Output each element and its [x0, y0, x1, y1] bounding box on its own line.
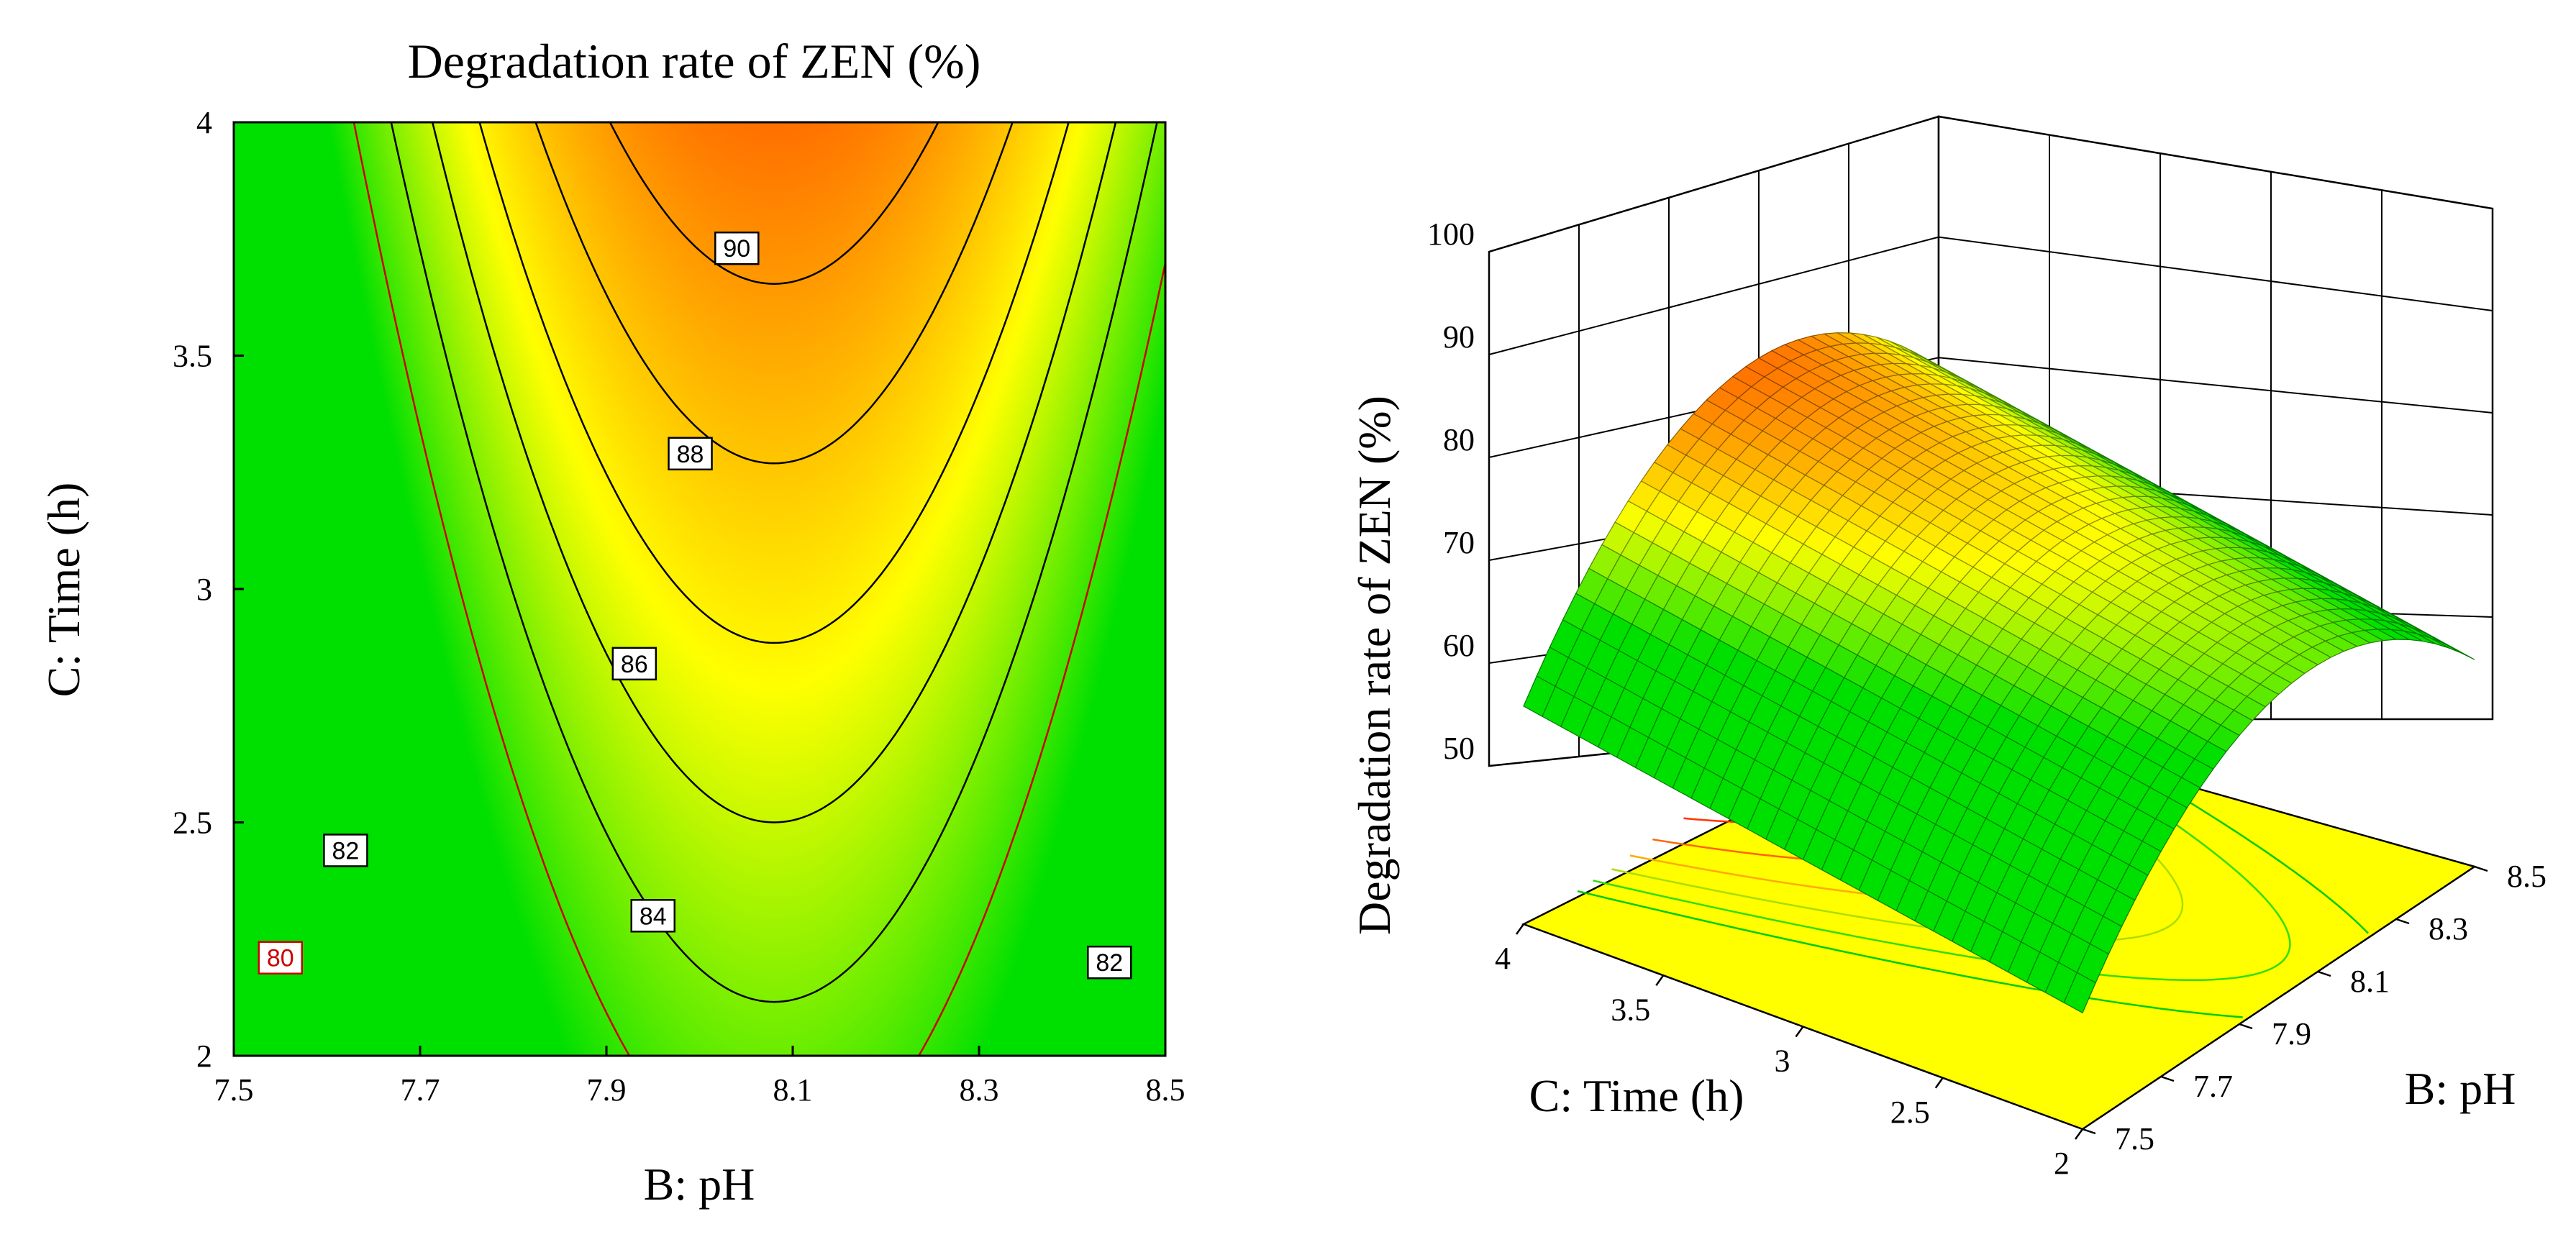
surface-ph-tick-label: 7.5 [2115, 1121, 2154, 1156]
contour-y-axis: 2 2.5 3 3.5 4 [173, 105, 244, 1074]
contour-line-88 [534, 122, 1014, 465]
surface-time-tick-label: 3 [1775, 1044, 1790, 1079]
contour-y-tick-label: 3.5 [173, 339, 212, 374]
contour-x-tick-label: 8.3 [960, 1072, 999, 1108]
svg-text:84: 84 [640, 903, 667, 930]
contour-heatmap [234, 122, 1165, 1056]
contour-label-82: 82 [323, 834, 368, 867]
contour-labels: 90 88 86 84 82 82 80 [258, 231, 1132, 980]
svg-text:90: 90 [723, 235, 750, 263]
surface-ph-tick-label: 8.1 [2350, 964, 2390, 999]
right-wall-gridline [1938, 236, 2493, 311]
surface-z-tick-label: 100 [1427, 216, 1475, 252]
surface-ph-axis: 7.5 7.7 7.9 8.1 8.3 8.5 [2082, 859, 2547, 1156]
surface-time-tick [1515, 923, 1525, 935]
surface-z-axis: 50 60 70 80 90 100 [1427, 216, 1475, 766]
contour-line-84 [431, 122, 1117, 823]
contour-y-axis-label: C: Time (h) [38, 483, 89, 698]
contour-label-86: 86 [611, 647, 657, 681]
surface-time-tick-label: 4 [1495, 941, 1511, 976]
surface-ph-tick [2160, 1075, 2175, 1082]
surface-time-tick [1795, 1026, 1804, 1038]
left-wall-gridline [1488, 236, 1939, 355]
contour-line-90 [609, 122, 939, 285]
surface-z-tick-label: 70 [1443, 525, 1475, 560]
contour-y-tick-label: 2 [196, 1039, 212, 1074]
svg-text:80: 80 [267, 945, 294, 972]
surface-time-tick [2074, 1128, 2084, 1140]
contour-x-tick-label: 7.9 [587, 1072, 627, 1108]
right-wall-gridline [1938, 116, 2493, 209]
surface-ph-tick [2239, 1023, 2253, 1030]
contour-line-80 [352, 122, 1165, 1056]
contour-label-82: 82 [1087, 945, 1132, 980]
contour-label-88: 88 [668, 437, 713, 471]
contour-line-86 [478, 122, 1070, 644]
surface-z-tick-label: 50 [1443, 731, 1475, 766]
contour-x-tick-label: 7.5 [214, 1072, 254, 1108]
contour-label-84: 84 [630, 899, 675, 933]
contour-line-82 [390, 122, 1158, 1003]
svg-text:86: 86 [621, 651, 648, 678]
surface-z-axis-label: Degradation rate of ZEN (%) [1349, 396, 1400, 935]
right-wall-gridline [1938, 357, 2493, 414]
surface-z-tick-label: 90 [1443, 319, 1475, 355]
surface-time-tick [1655, 974, 1665, 986]
surface-ph-tick-label: 7.9 [2272, 1016, 2311, 1051]
contour-y-tick-label: 4 [196, 105, 212, 140]
contour-label-80: 80 [258, 941, 303, 974]
contour-label-90: 90 [714, 231, 760, 265]
contour-chart: Degradation rate of ZEN (%) 90 88 86 84 82 82… [38, 34, 1185, 1210]
surface-time-tick-label: 3.5 [1611, 992, 1650, 1027]
surface-time-axis: 2 2.5 3 3.5 4 [1495, 923, 2084, 1181]
surface-ph-tick-label: 8.3 [2429, 911, 2468, 946]
surface-z-tick-label: 60 [1443, 628, 1475, 663]
surface-time-tick-label: 2 [2054, 1146, 2070, 1181]
surface-time-axis-label: C: Time (h) [1529, 1070, 1744, 1121]
left-wall-gridline [1488, 116, 1939, 252]
surface-ph-tick [2474, 865, 2488, 872]
response-surface [1523, 332, 2475, 1014]
surface-ph-tick-label: 8.5 [2507, 859, 2547, 894]
surface-cell [1523, 675, 1556, 717]
surface-time-tick [1934, 1077, 1944, 1089]
contour-x-tick-label: 7.7 [401, 1072, 440, 1108]
contour-x-tick-label: 8.5 [1146, 1072, 1185, 1108]
surface-ph-tick [2317, 970, 2331, 977]
svg-text:82: 82 [1096, 949, 1123, 977]
surface-ph-tick-label: 7.7 [2193, 1069, 2233, 1104]
contour-y-tick-label: 3 [196, 572, 212, 607]
surface-ph-tick [2395, 918, 2410, 925]
contour-x-axis: 7.5 7.7 7.9 8.1 8.3 8.5 [214, 1046, 1185, 1108]
svg-text:82: 82 [332, 837, 359, 864]
contour-y-tick-label: 2.5 [173, 805, 212, 841]
contour-x-axis-label: B: pH [644, 1159, 755, 1210]
surface-z-tick-label: 80 [1443, 422, 1475, 457]
surface-ph-tick [2082, 1128, 2096, 1135]
surface-ph-axis-label: B: pH [2405, 1063, 2516, 1114]
contour-x-tick-label: 8.1 [773, 1072, 813, 1108]
contour-title: Degradation rate of ZEN (%) [408, 34, 981, 88]
surface-time-tick-label: 2.5 [1890, 1095, 1930, 1130]
svg-text:88: 88 [677, 441, 704, 468]
surface-chart: 50 60 70 80 90 100 7.5 7.7 7.9 8.1 8.3 8.5 2 2.5 3 3.… [1349, 115, 2547, 1181]
contour-lines [352, 122, 1165, 1056]
